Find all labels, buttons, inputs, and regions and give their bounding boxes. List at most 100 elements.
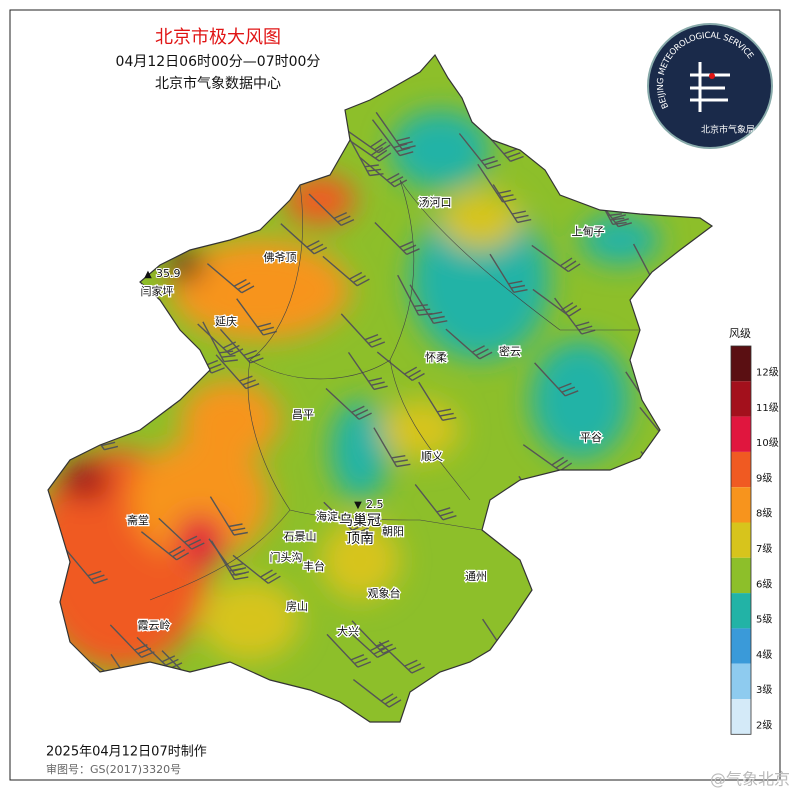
wind-barb	[63, 302, 109, 337]
wind-barb	[197, 323, 244, 356]
wind-barb	[477, 163, 517, 203]
wind-barb	[670, 281, 712, 317]
wind-barb	[539, 564, 584, 600]
wind-barb	[308, 193, 355, 227]
wind-barb	[489, 253, 528, 293]
wind-barb	[418, 381, 457, 421]
wind-barb	[208, 538, 250, 576]
legend-label: 4级	[756, 649, 772, 661]
legend-label: 10级	[756, 437, 779, 449]
place-label: 昌平	[292, 408, 314, 421]
wind-barb	[591, 602, 629, 642]
place-label: 顺义	[421, 450, 443, 463]
place-label: 大兴	[337, 624, 359, 638]
logo: BEIJING METEOROLOGICAL SERVICE 北京市气象局	[647, 23, 773, 149]
legend-label: 9级	[756, 472, 772, 484]
frame	[9, 9, 781, 781]
wind-barb	[215, 354, 260, 390]
wind-barb	[445, 328, 493, 360]
legend-swatch	[731, 416, 751, 452]
wind-barb	[518, 475, 559, 514]
place-label: 通州	[465, 570, 487, 583]
wind-barb	[289, 127, 338, 157]
wind-barb	[343, 626, 391, 659]
station-marker: ▼	[354, 500, 362, 511]
place-label: 怀柔	[425, 351, 447, 364]
legend-swatch	[731, 699, 751, 735]
wind-barb	[111, 92, 157, 127]
wind-barb	[209, 496, 248, 536]
wind-barb	[480, 127, 524, 162]
wind-barb	[693, 488, 712, 528]
wind-barb	[280, 223, 328, 255]
wind-barb	[534, 362, 579, 397]
legend-label: 6级	[756, 578, 772, 590]
logo-name: 北京市气象局	[701, 124, 755, 136]
legend-swatch	[731, 593, 751, 629]
wind-barb	[640, 451, 683, 488]
wind-barb	[236, 298, 277, 336]
wind-barb	[690, 355, 712, 395]
wind-barb	[74, 280, 117, 318]
footer-made: 2025年04月12日07时制作	[46, 745, 207, 760]
place-label: 朝阳	[382, 525, 404, 538]
wind-barb	[136, 636, 183, 670]
place-label: 顶南	[346, 531, 374, 547]
wind-barb	[146, 181, 182, 223]
wind-barb	[114, 210, 153, 250]
wind-barb	[210, 540, 249, 581]
wind-barb	[532, 288, 582, 317]
wind-barb	[341, 134, 392, 162]
footer-approval: 审图号：GS(2017)3320号	[46, 762, 181, 776]
legend-swatch	[731, 451, 751, 488]
legend: 风级 12级 11级 10级 9级 8级 7级 6级 5级 4级 3级 2级	[729, 327, 779, 735]
wind-barb	[409, 284, 448, 324]
map-title: 北京市极大风图	[155, 27, 281, 48]
wind-barb	[458, 133, 502, 170]
legend-swatch	[731, 628, 751, 664]
wind-barb	[129, 375, 172, 413]
wind-barb	[635, 144, 678, 181]
wind-barb	[378, 641, 425, 674]
wind-barb	[325, 387, 372, 420]
wind-barb	[531, 244, 581, 273]
wind-barb	[158, 517, 205, 550]
wind-barb	[109, 624, 155, 658]
wind-barb	[679, 654, 712, 684]
wind-barb	[371, 119, 414, 157]
place-label: 密云	[499, 344, 521, 358]
legend-title: 风级	[729, 327, 751, 340]
wind-barb	[374, 222, 420, 256]
wind-barb	[347, 135, 384, 177]
legend-swatch	[731, 487, 751, 523]
wind-barb	[673, 398, 710, 440]
place-label: 延庆	[215, 314, 237, 328]
wind-barb	[64, 548, 108, 585]
wind-barb	[202, 321, 238, 363]
legend-label: 7级	[756, 543, 772, 555]
place-label: 斋堂	[127, 513, 149, 527]
wind-barb	[232, 554, 281, 584]
watermark: @气象北京	[710, 770, 790, 789]
place-label: 上甸子	[572, 225, 605, 238]
wind-barb	[136, 354, 186, 383]
place-label: 平谷	[580, 431, 602, 444]
wind-barb	[563, 646, 608, 681]
legend-label: 11级	[756, 402, 779, 414]
legend-swatch	[731, 663, 751, 699]
station-value: 2.5	[366, 498, 384, 511]
place-label: 门头沟	[270, 550, 303, 564]
place-label: 丰台	[303, 559, 325, 573]
wind-barb	[359, 157, 408, 188]
wind-barb	[351, 620, 397, 654]
wind-barb	[397, 274, 433, 316]
legend-swatch	[731, 557, 751, 594]
station-value: 35.9	[156, 267, 181, 280]
wind-barb	[140, 531, 190, 561]
wind-barb	[347, 352, 388, 391]
place-label: 乌巢冠	[339, 513, 381, 529]
legend-label: 3级	[756, 684, 772, 696]
wind-barb	[92, 308, 136, 344]
